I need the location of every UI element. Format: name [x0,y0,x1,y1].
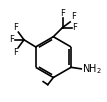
Text: F: F [72,23,77,32]
Text: F: F [71,12,76,21]
Text: NH$_2$: NH$_2$ [82,62,102,76]
Text: F: F [60,9,65,18]
Text: F: F [13,48,18,57]
Text: F: F [13,23,18,32]
Text: F: F [9,35,14,44]
